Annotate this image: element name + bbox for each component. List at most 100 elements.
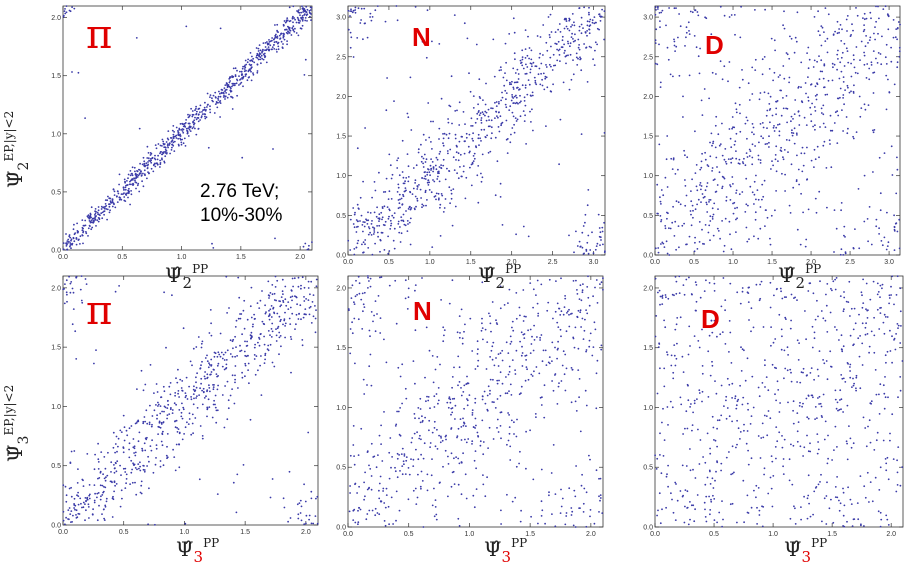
data-point <box>664 246 666 248</box>
data-point <box>602 244 604 246</box>
data-point <box>287 308 289 310</box>
data-point <box>576 316 578 318</box>
data-point <box>567 311 569 313</box>
data-point <box>552 69 554 71</box>
data-point <box>735 150 737 152</box>
data-point <box>568 326 570 328</box>
data-point <box>878 233 880 235</box>
data-point <box>357 147 359 149</box>
data-point <box>715 116 717 118</box>
data-point <box>482 99 484 101</box>
data-point <box>749 155 751 157</box>
data-point <box>881 287 883 289</box>
data-point <box>564 354 566 356</box>
data-point <box>353 56 355 58</box>
data-point <box>421 471 423 473</box>
data-point <box>495 194 497 196</box>
data-point <box>571 36 573 38</box>
data-point <box>157 405 159 407</box>
data-point <box>264 55 266 57</box>
data-point <box>800 244 802 246</box>
data-point <box>572 337 574 339</box>
data-point <box>676 358 678 360</box>
data-point <box>853 84 855 86</box>
data-point <box>169 142 171 144</box>
data-point <box>670 228 672 230</box>
data-point <box>519 95 521 97</box>
data-point <box>563 44 565 46</box>
data-point <box>436 393 438 395</box>
data-point <box>229 90 231 92</box>
data-point <box>371 475 373 477</box>
data-point <box>713 439 715 441</box>
data-point <box>289 29 291 31</box>
data-point <box>246 345 248 347</box>
data-point <box>592 19 594 21</box>
data-point <box>432 432 434 434</box>
data-point <box>488 152 490 154</box>
data-point <box>95 208 97 210</box>
data-point <box>578 310 580 312</box>
data-point <box>204 376 206 378</box>
data-point <box>570 507 572 509</box>
data-point <box>554 347 556 349</box>
data-point <box>192 432 194 434</box>
data-point <box>455 138 457 140</box>
data-point <box>805 93 807 95</box>
data-point <box>814 60 816 62</box>
data-point <box>593 252 595 254</box>
data-point <box>452 398 454 400</box>
data-point <box>750 423 752 425</box>
data-point <box>449 149 451 151</box>
data-point <box>571 514 573 516</box>
data-point <box>77 495 79 497</box>
data-point <box>484 391 486 393</box>
data-point <box>523 337 525 339</box>
data-point <box>105 205 107 207</box>
data-point <box>766 127 768 129</box>
data-point <box>133 438 135 440</box>
data-point <box>230 339 232 341</box>
data-point <box>772 80 774 82</box>
data-point <box>581 133 583 135</box>
data-point <box>688 326 690 328</box>
data-point <box>171 294 173 296</box>
data-point <box>806 398 808 400</box>
data-point <box>114 481 116 483</box>
data-point <box>202 404 204 406</box>
data-point <box>516 318 518 320</box>
data-point <box>698 55 700 57</box>
data-point <box>193 398 195 400</box>
data-point <box>315 309 317 311</box>
data-point <box>310 491 312 493</box>
data-point <box>866 63 868 65</box>
data-point <box>289 471 291 473</box>
data-point <box>810 120 812 122</box>
data-point <box>124 200 126 202</box>
data-point <box>443 159 445 161</box>
data-point <box>893 214 895 216</box>
data-point <box>556 358 558 360</box>
data-point <box>794 297 796 299</box>
data-point <box>862 17 864 19</box>
data-point <box>268 349 270 351</box>
data-point <box>836 476 838 478</box>
data-point <box>580 284 582 286</box>
data-point <box>689 448 691 450</box>
data-point <box>822 359 824 361</box>
data-point <box>665 227 667 229</box>
data-point <box>176 137 178 139</box>
data-point <box>566 55 568 57</box>
data-point <box>467 438 469 440</box>
data-point <box>583 488 585 490</box>
data-point <box>675 46 677 48</box>
data-point <box>868 501 870 503</box>
data-point <box>505 98 507 100</box>
data-point <box>300 12 302 14</box>
data-point <box>729 332 731 334</box>
data-point <box>247 319 249 321</box>
data-point <box>424 442 426 444</box>
data-point <box>451 123 453 125</box>
data-point <box>176 420 178 422</box>
data-point <box>65 243 67 245</box>
